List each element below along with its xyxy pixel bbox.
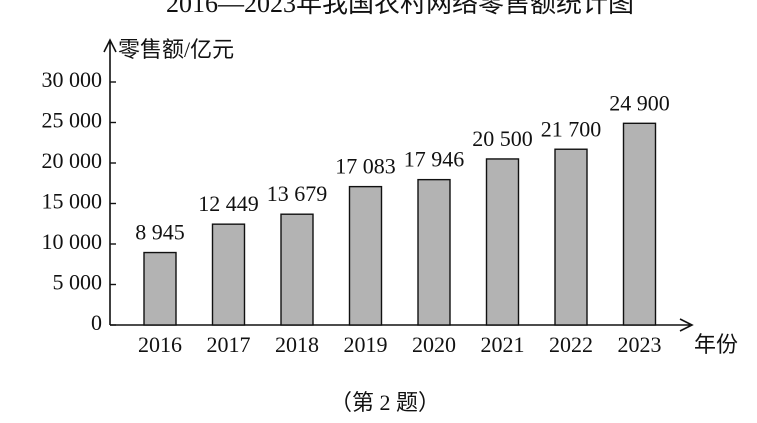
caption: （第 2 题）: [330, 390, 440, 415]
bar: [622, 122, 657, 326]
value-label: 13 679: [267, 181, 328, 206]
value-label: 17 083: [335, 154, 396, 179]
x-tick-label: 2021: [481, 332, 525, 357]
x-tick-label: 2017: [207, 332, 251, 357]
chart-title: 2016—2023年我国农村网络零售额统计图: [166, 0, 634, 18]
x-tick-label: 2016: [138, 332, 182, 357]
y-tick-label: 10 000: [42, 229, 103, 254]
bar: [485, 158, 520, 326]
x-tick-label: 2020: [412, 332, 456, 357]
x-tick-label: 2018: [275, 332, 319, 357]
value-label: 17 946: [404, 147, 465, 172]
x-tick-label: 2023: [618, 332, 662, 357]
y-tick-label: 20 000: [42, 148, 103, 173]
value-label: 20 500: [472, 126, 533, 151]
bar: [211, 223, 246, 326]
y-tick-label: 30 000: [42, 67, 103, 92]
x-axis-label: 年份: [694, 332, 738, 357]
value-label: 12 449: [198, 191, 259, 216]
value-label: 21 700: [541, 116, 602, 141]
bar: [554, 148, 588, 326]
x-tick-label: 2019: [344, 332, 388, 357]
y-tick-label: 25 000: [42, 108, 103, 133]
y-axis: [103, 38, 117, 325]
y-tick-label: 5 000: [53, 270, 103, 295]
bar: [348, 185, 383, 326]
bar: [417, 178, 451, 326]
x-axis: [110, 318, 694, 332]
value-label: 8 945: [135, 220, 185, 245]
value-label: 24 900: [609, 90, 670, 115]
bar: [280, 213, 314, 326]
x-tick-label: 2022: [549, 332, 593, 357]
y-tick-label: 15 000: [42, 189, 103, 214]
y-axis-label: 零售额/亿元: [118, 37, 234, 62]
bar: [143, 251, 177, 326]
y-tick-label: 0: [91, 310, 102, 335]
